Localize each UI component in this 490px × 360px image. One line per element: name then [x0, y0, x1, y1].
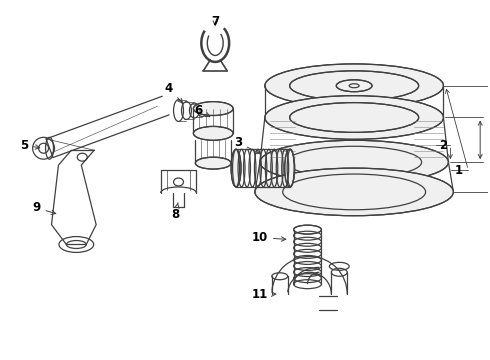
Text: 9: 9 [32, 201, 56, 215]
Ellipse shape [290, 103, 418, 132]
Text: 2: 2 [440, 139, 447, 152]
Ellipse shape [194, 102, 233, 116]
Text: 3: 3 [234, 136, 259, 153]
Text: 4: 4 [165, 82, 183, 103]
Text: 1: 1 [454, 163, 463, 176]
Text: 5: 5 [20, 139, 40, 152]
Ellipse shape [196, 157, 231, 169]
Ellipse shape [265, 64, 443, 108]
Text: 7: 7 [211, 15, 220, 28]
Ellipse shape [290, 71, 418, 100]
Text: 11: 11 [252, 288, 276, 301]
Text: 10: 10 [252, 231, 286, 244]
Ellipse shape [336, 80, 372, 92]
Ellipse shape [194, 126, 233, 140]
Ellipse shape [265, 96, 443, 139]
Text: 6: 6 [194, 104, 210, 117]
Ellipse shape [255, 168, 453, 216]
Text: 8: 8 [172, 203, 180, 221]
Ellipse shape [285, 149, 294, 187]
Ellipse shape [260, 140, 448, 184]
Ellipse shape [231, 149, 241, 187]
